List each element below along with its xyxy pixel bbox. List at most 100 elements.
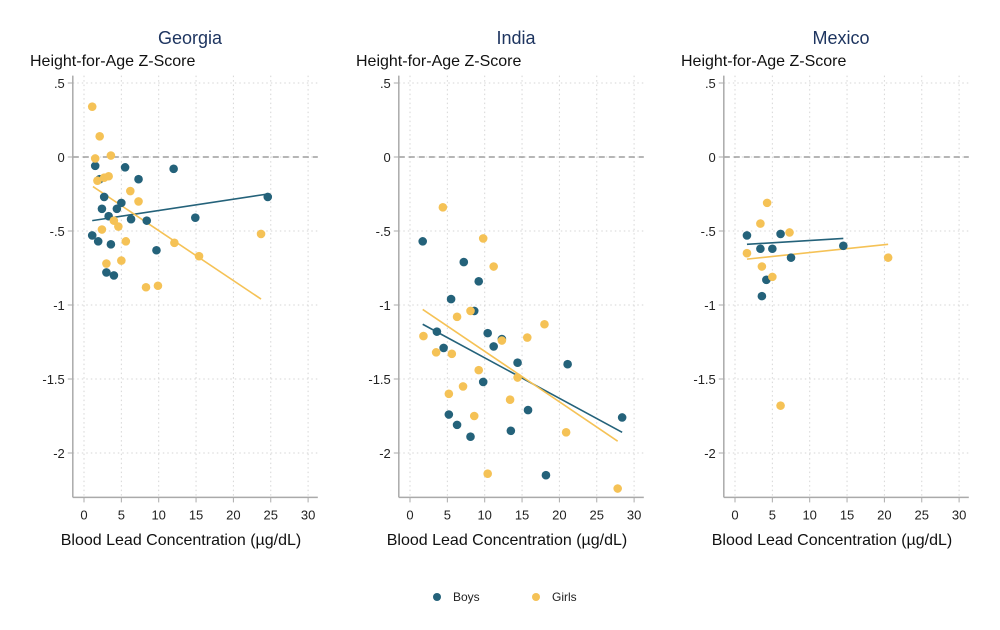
- x-axis-label: Blood Lead Concentration (µg/dL): [61, 532, 301, 549]
- x-axis-label: Blood Lead Concentration (µg/dL): [712, 532, 952, 549]
- point-girls: [742, 248, 752, 258]
- point-girls: [478, 234, 488, 243]
- fit-line-boys: [422, 323, 623, 433]
- panel-title: India: [496, 28, 536, 48]
- point-girls: [466, 306, 475, 316]
- point-girls: [785, 228, 794, 237]
- x-tick-label: 15: [840, 507, 854, 522]
- point-girls: [762, 198, 772, 208]
- y-tick-label: .5: [54, 76, 65, 91]
- point-girls: [497, 336, 507, 345]
- point-girls: [87, 102, 97, 111]
- point-boys: [446, 294, 456, 304]
- legend: Boys Girls: [433, 590, 577, 604]
- y-tick-label: -1.5: [42, 372, 64, 387]
- point-girls: [438, 203, 448, 212]
- y-axis-label: Height-for-Age Z-Score: [681, 53, 846, 70]
- point-boys: [142, 216, 152, 225]
- panel-india: .5 0 -.5 -1 -1.5 -2 0 5 10 15 20 25 30 India Height-fo…: [356, 28, 644, 549]
- y-tick-label: -1: [53, 298, 65, 313]
- point-boys: [742, 231, 752, 240]
- point-boys: [90, 161, 100, 171]
- x-tick-label: 5: [769, 507, 776, 522]
- point-boys: [109, 271, 119, 280]
- point-boys: [134, 174, 143, 184]
- point-boys: [786, 253, 796, 262]
- point-girls: [153, 281, 163, 291]
- x-tick-label: 0: [731, 507, 738, 522]
- x-tick-label: 5: [444, 507, 451, 522]
- y-tick-label: 0: [58, 150, 65, 165]
- y-tick-label: -.5: [50, 224, 65, 239]
- point-boys: [152, 245, 161, 255]
- point-girls: [883, 253, 893, 262]
- point-boys: [263, 192, 273, 202]
- point-boys: [839, 241, 848, 251]
- x-tick-label: 20: [552, 507, 566, 522]
- point-girls: [505, 395, 515, 405]
- point-boys: [432, 327, 442, 336]
- point-girls: [194, 251, 204, 261]
- point-girls: [419, 331, 428, 341]
- point-girls: [134, 197, 143, 206]
- panel-title: Mexico: [812, 28, 869, 48]
- point-boys: [106, 240, 116, 249]
- legend-label-girls: Girls: [552, 590, 577, 604]
- point-boys: [523, 405, 533, 415]
- x-tick-label: 10: [477, 507, 491, 522]
- point-girls: [452, 312, 462, 322]
- x-tick-label: 30: [952, 507, 966, 522]
- x-tick-label: 20: [877, 507, 891, 522]
- legend-marker-boys: [433, 593, 441, 601]
- x-tick-label: 25: [590, 507, 604, 522]
- point-boys: [776, 229, 785, 239]
- panel-georgia: .5 0 -.5 -1 -1.5 -2 0 5 10 15 20 25 30 Georgia Height-…: [30, 28, 318, 549]
- legend-marker-girls: [532, 593, 540, 601]
- point-girls: [141, 282, 151, 292]
- fit-line-boys: [92, 193, 268, 222]
- point-girls: [256, 229, 266, 239]
- x-tick-label: 30: [627, 507, 641, 522]
- point-boys: [474, 277, 484, 286]
- y-tick-label: -2: [379, 446, 391, 461]
- x-tick-label: 25: [264, 507, 278, 522]
- point-boys: [459, 257, 469, 267]
- point-boys: [418, 237, 427, 246]
- point-boys: [126, 214, 136, 224]
- point-boys: [444, 410, 454, 419]
- y-tick-label: .5: [380, 76, 391, 91]
- point-girls: [95, 131, 104, 141]
- point-boys: [541, 470, 551, 480]
- point-girls: [513, 373, 522, 382]
- point-girls: [561, 427, 571, 437]
- point-boys: [483, 328, 492, 338]
- point-girls: [104, 171, 113, 181]
- y-axis-label: Height-for-Age Z-Score: [30, 53, 195, 70]
- point-boys: [191, 213, 200, 222]
- y-axis-label: Height-for-Age Z-Score: [356, 53, 521, 70]
- point-boys: [757, 291, 767, 301]
- y-tick-label: -2: [53, 446, 65, 461]
- point-boys: [756, 244, 765, 254]
- point-boys: [439, 343, 448, 353]
- point-girls: [469, 411, 479, 421]
- point-boys: [466, 432, 475, 442]
- x-tick-label: 0: [406, 507, 413, 522]
- point-girls: [768, 272, 777, 282]
- y-tick-label: -.5: [376, 224, 391, 239]
- point-girls: [126, 186, 135, 196]
- point-girls: [431, 348, 441, 357]
- panel-title: Georgia: [158, 28, 223, 48]
- x-tick-label: 10: [151, 507, 165, 522]
- point-boys: [563, 359, 572, 369]
- point-girls: [109, 216, 119, 225]
- point-boys: [617, 413, 627, 422]
- x-tick-label: 5: [118, 507, 125, 522]
- x-tick-label: 20: [226, 507, 240, 522]
- fit-line-boys: [746, 237, 844, 246]
- x-tick-label: 15: [189, 507, 203, 522]
- point-boys: [87, 231, 97, 240]
- point-boys: [513, 358, 522, 368]
- point-boys: [120, 163, 130, 172]
- y-tick-label: -.5: [701, 224, 716, 239]
